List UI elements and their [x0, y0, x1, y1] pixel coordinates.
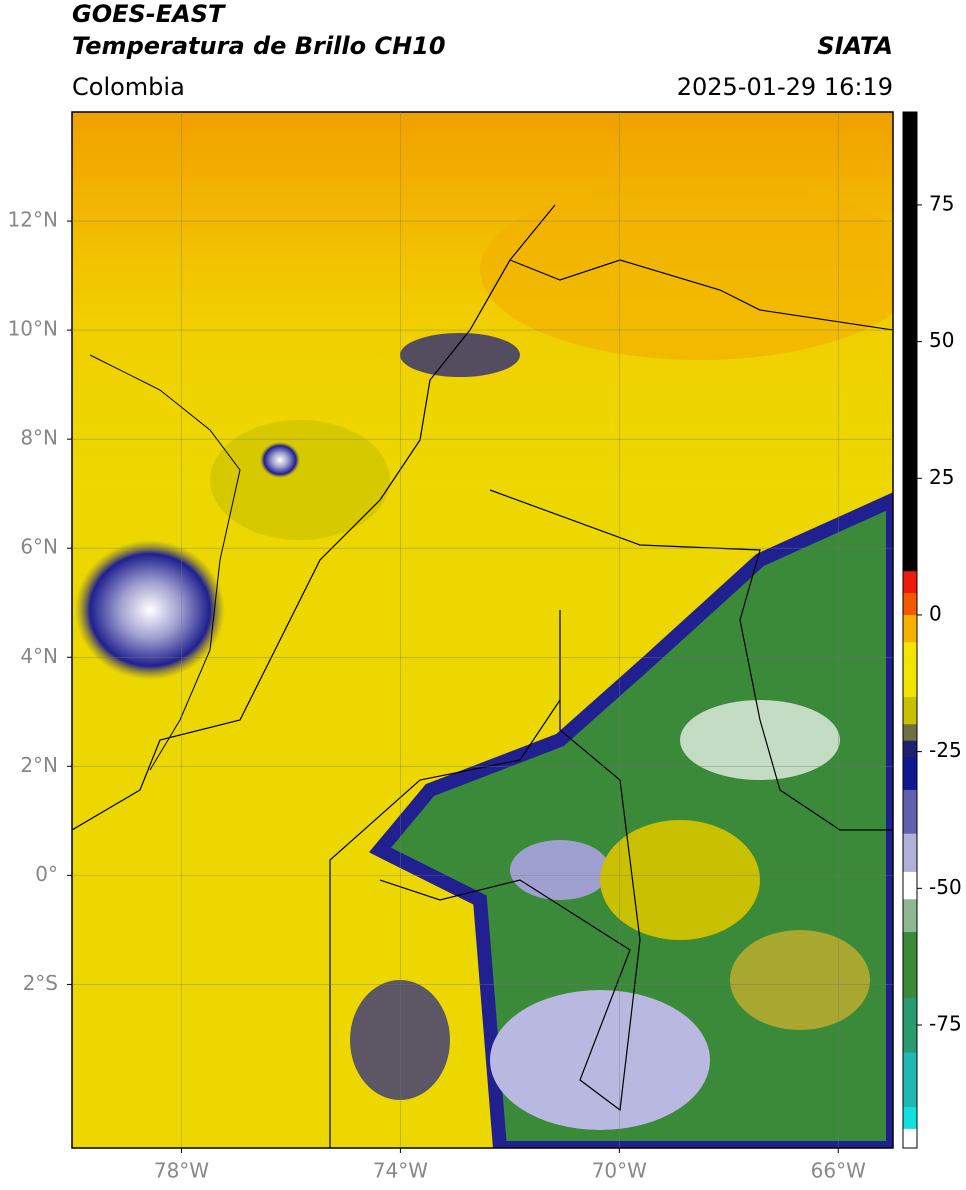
x-tick-label: 74°W	[373, 1159, 428, 1183]
colorbar-band	[903, 614, 917, 643]
colorbar-band	[903, 571, 917, 594]
colorbar-band	[903, 899, 917, 933]
colorbar-band	[903, 833, 917, 873]
colorbar-band	[903, 740, 917, 758]
colorbar-band	[903, 112, 917, 572]
colorbar-band	[903, 1052, 917, 1108]
y-tick-label: 2°N	[20, 753, 58, 777]
map-frame	[71, 111, 894, 1149]
y-tick-label: 12°N	[8, 208, 58, 232]
y-tick-label: 6°N	[20, 535, 58, 559]
y-tick-label: 4°N	[20, 644, 58, 668]
colorbar-band	[903, 724, 917, 742]
y-tick-label: 10°N	[8, 317, 58, 341]
y-tick-label: 2°S	[23, 971, 58, 995]
colorbar-tick-label: -75	[929, 1011, 962, 1035]
x-tick-label: 66°W	[811, 1159, 866, 1183]
colorbar-frame	[902, 111, 918, 1149]
title: GOES-EAST	[72, 0, 226, 28]
colorbar-band	[903, 1106, 917, 1130]
datetime: 2025-01-29 16:19	[677, 73, 893, 101]
colorbar-band	[903, 997, 917, 1053]
colorbar-tick-label: -25	[929, 738, 962, 762]
colorbar-band	[903, 789, 917, 835]
colorbar-band	[903, 642, 917, 698]
colorbar-band	[903, 871, 917, 900]
subtitle: Temperatura de Brillo CH10	[72, 32, 446, 60]
colorbar-tick-label: 50	[929, 328, 954, 352]
source: SIATA	[817, 32, 893, 60]
colorbar-tick-label: 0	[929, 601, 942, 625]
colorbar-tick-label: 75	[929, 191, 954, 215]
colorbar-tick-label: -50	[929, 875, 962, 899]
x-tick-label: 78°W	[154, 1159, 209, 1183]
colorbar-band	[903, 932, 917, 999]
colorbar-band	[903, 593, 917, 616]
colorbar-band	[903, 1128, 917, 1149]
colorbar-band	[903, 757, 917, 791]
y-tick-label: 8°N	[20, 426, 58, 450]
region: Colombia	[72, 73, 185, 101]
x-tick-label: 70°W	[592, 1159, 647, 1183]
colorbar-band	[903, 696, 917, 725]
colorbar-tick-label: 25	[929, 465, 954, 489]
map-imagery	[72, 112, 893, 1148]
y-tick-label: 0°	[35, 862, 58, 886]
